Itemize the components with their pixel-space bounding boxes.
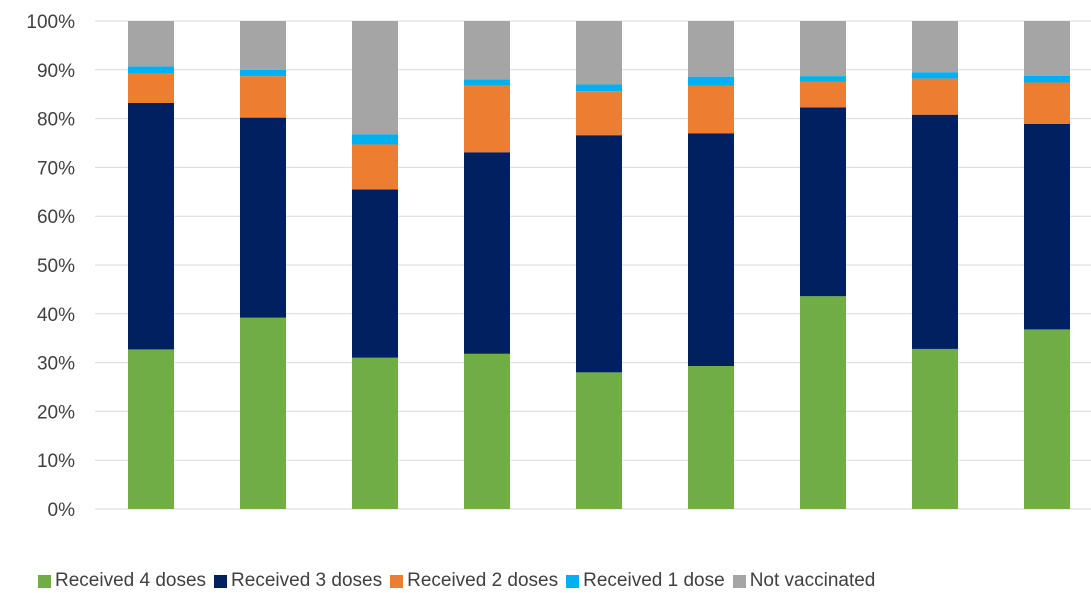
bar-segment — [128, 66, 174, 74]
bar-segment — [800, 76, 846, 82]
y-tick-label: 100% — [26, 12, 75, 33]
bar-segment — [352, 189, 398, 358]
bar-segment — [576, 372, 622, 509]
bar-segment — [352, 357, 398, 509]
bar-segment — [464, 79, 510, 86]
bar-segment — [240, 317, 286, 509]
bar-segment — [800, 81, 846, 108]
legend-item: Not vaccinated — [732, 570, 876, 592]
bar-segment — [352, 21, 398, 135]
legend-swatch — [38, 574, 51, 588]
bar-segment — [128, 21, 174, 67]
bar-segment — [688, 76, 734, 86]
legend-swatch — [566, 574, 580, 588]
bar-segment — [576, 84, 622, 92]
y-tick-label: 20% — [37, 402, 75, 423]
y-tick-label: 50% — [37, 256, 75, 277]
bar-segment — [1024, 75, 1070, 83]
bar-segment — [1024, 21, 1070, 76]
bar-segment — [800, 21, 846, 77]
bar-segment — [800, 296, 846, 509]
y-tick-label: 60% — [37, 207, 75, 228]
y-tick-label: 90% — [37, 61, 75, 82]
bar-segment — [352, 134, 398, 145]
bar-segment — [464, 85, 510, 153]
bar-segment — [912, 21, 958, 73]
bar-segment — [912, 114, 958, 349]
bar-segment — [128, 102, 174, 350]
bar-segment — [464, 353, 510, 509]
bar-segment — [576, 135, 622, 373]
bar-segment — [128, 73, 174, 103]
y-tick-label: 10% — [37, 451, 75, 472]
y-tick-label: 40% — [37, 305, 75, 326]
stacked-bar-chart: 0% 10% 20% 30% 40% 50% 60% 70% 80% 90% 100% — [26, 12, 1091, 521]
bar-segment — [240, 117, 286, 318]
legend-item: Received 4 doses — [38, 570, 206, 592]
bar-segment — [688, 21, 734, 77]
legend-item: Received 3 doses — [214, 570, 382, 592]
legend-swatch — [732, 574, 746, 588]
legend: Received 4 doses Received 3 doses Received… — [38, 569, 1091, 593]
bar-segment — [800, 107, 846, 297]
y-tick-label: 0% — [48, 500, 76, 521]
legend-label: Received 1 dose — [583, 570, 725, 591]
bar-segment — [912, 78, 958, 115]
legend-item: Received 2 doses — [390, 570, 558, 592]
legend-label: Received 4 doses — [55, 570, 207, 591]
bar-segment — [912, 348, 958, 509]
bar-segment — [240, 69, 286, 77]
bar-segment — [1024, 82, 1070, 124]
bar-segment — [576, 21, 622, 85]
y-axis-tick-labels: 0% 10% 20% 30% 40% 50% 60% 70% 80% 90% 100% — [26, 12, 75, 521]
y-tick-label: 70% — [37, 158, 75, 179]
bar-segment — [1024, 123, 1070, 330]
legend-label: Received 3 doses — [231, 570, 383, 591]
legend-swatch — [390, 574, 404, 588]
legend-item: Received 1 dose — [566, 570, 725, 592]
bars — [128, 21, 1070, 509]
bar-segment — [1024, 329, 1070, 509]
bar-segment — [128, 349, 174, 509]
bar-segment — [240, 76, 286, 118]
bar-segment — [464, 21, 510, 80]
bar-segment — [688, 366, 734, 509]
legend-label: Not vaccinated — [749, 570, 876, 591]
bar-segment — [240, 21, 286, 70]
y-tick-label: 80% — [37, 110, 75, 131]
legend-label: Received 2 doses — [407, 570, 559, 591]
bar-segment — [464, 152, 510, 354]
bar-segment — [576, 91, 622, 136]
legend-swatch — [214, 574, 228, 588]
bar-segment — [352, 144, 398, 190]
bar-segment — [688, 85, 734, 134]
bar-segment — [688, 133, 734, 367]
y-tick-label: 30% — [37, 354, 75, 375]
bar-segment — [912, 72, 958, 79]
